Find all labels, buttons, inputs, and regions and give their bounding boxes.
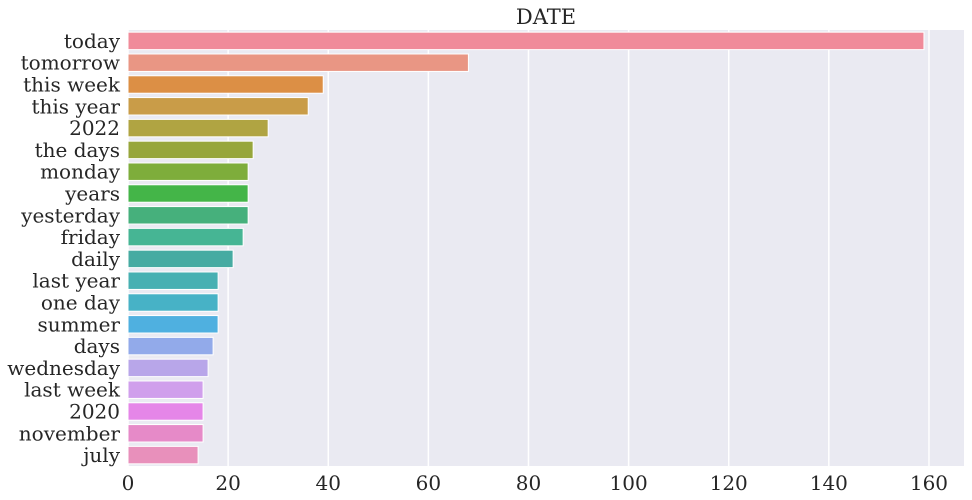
category-label: daily [71,247,121,271]
x-tick-labels: 0 20 40 60 80 100 120 140 160 [122,471,948,495]
category-label: summer [38,312,121,336]
bar [127,402,204,421]
category-label: last week [24,378,121,402]
category-label: wednesday [7,356,120,380]
category-label: today [64,29,121,53]
x-tick-label: 120 [710,471,748,495]
bar [127,336,214,356]
bar [127,315,219,334]
bar [127,380,204,399]
bar [127,75,324,94]
chart-title: DATE [516,5,576,29]
x-tick-label: 40 [316,471,341,495]
category-label: yesterday [20,203,121,227]
x-tick-label: 20 [215,471,240,495]
bar [127,424,204,443]
category-label: july [81,443,120,467]
bar [127,53,469,72]
bar [127,162,249,181]
category-label: last year [32,269,120,293]
bar [127,445,199,465]
category-label: 2020 [69,400,120,424]
bar [127,140,254,160]
bar [127,118,269,138]
bar [127,206,249,225]
bar [127,293,219,312]
category-label: this year [31,94,120,118]
bar [127,249,234,269]
x-tick-label: 160 [910,471,948,495]
plot-area [128,30,964,466]
category-label: tomorrow [21,51,120,75]
category-label: this week [23,73,121,97]
bar [127,271,219,290]
category-label: 2022 [69,116,120,140]
x-tick-label: 0 [122,471,135,495]
bar [127,358,209,378]
category-label: the days [35,138,120,162]
x-tick-label: 80 [516,471,541,495]
x-tick-label: 100 [610,471,648,495]
category-label: monday [40,160,121,184]
category-label: years [64,182,120,206]
category-label: days [74,334,120,358]
bars [127,31,925,465]
bar [127,31,925,51]
bar [127,184,249,203]
category-label: friday [61,225,121,249]
x-tick-label: 140 [810,471,848,495]
category-label: one day [41,291,121,315]
bar [127,97,309,116]
bar [127,227,244,247]
category-label: november [19,421,121,445]
x-tick-label: 60 [416,471,441,495]
